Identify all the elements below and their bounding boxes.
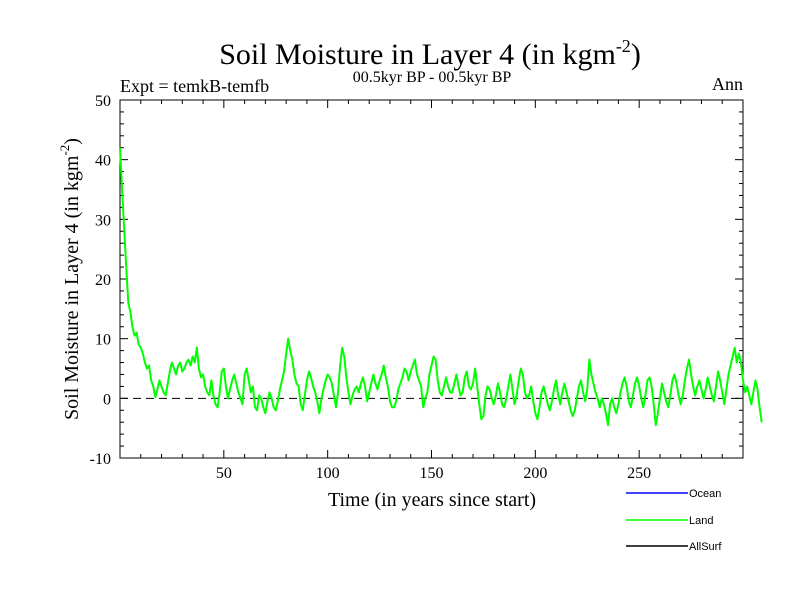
y-axis-label-close: ) (61, 138, 83, 145)
plot-frame (119, 99, 744, 459)
x-tick-label: 200 (523, 465, 547, 482)
y-tick-label: 10 (95, 332, 111, 349)
x-tick-label: 100 (316, 465, 340, 482)
x-tick-label: 50 (216, 465, 232, 482)
x-axis-tick-labels: 50 100 150 200 250 (216, 465, 651, 482)
y-axis-label: Soil Moisture in Layer 4 (in kgm-2) (57, 138, 83, 420)
y-tick-label: 0 (103, 391, 111, 408)
experiment-label: Expt = temkB-temfb (120, 76, 269, 96)
y-tick-label: 20 (95, 272, 111, 289)
y-axis-label-sup: -2 (57, 145, 72, 156)
x-axis-label: Time (in years since start) (328, 489, 536, 511)
period-label: Ann (712, 74, 743, 94)
axis-ticks (120, 99, 743, 459)
legend-label-ocean: Ocean (689, 488, 721, 500)
chart-title: Soil Moisture in Layer 4 (in kgm-2) (219, 36, 641, 71)
x-tick-label: 150 (420, 465, 444, 482)
x-tick-label: 250 (627, 465, 651, 482)
y-axis-label-text: Soil Moisture in Layer 4 (in kgm (61, 155, 83, 420)
y-axis-tick-labels: -10 0 10 20 30 40 50 (90, 93, 111, 468)
chart-title-close: ) (631, 38, 641, 71)
series-line-land (119, 147, 763, 427)
y-tick-label: 50 (95, 93, 111, 110)
y-tick-label: 40 (95, 153, 111, 170)
legend-label-allsurf: AllSurf (689, 541, 722, 553)
y-tick-label: 30 (95, 212, 111, 229)
legend: Ocean Land AllSurf (626, 488, 722, 553)
chart-subtitle: 00.5kyr BP - 00.5kyr BP (353, 69, 512, 86)
chart-title-sup: -2 (616, 36, 631, 56)
chart-title-text: Soil Moisture in Layer 4 (in kgm (219, 38, 616, 71)
y-tick-label: -10 (90, 451, 111, 468)
legend-label-land: Land (689, 515, 713, 527)
